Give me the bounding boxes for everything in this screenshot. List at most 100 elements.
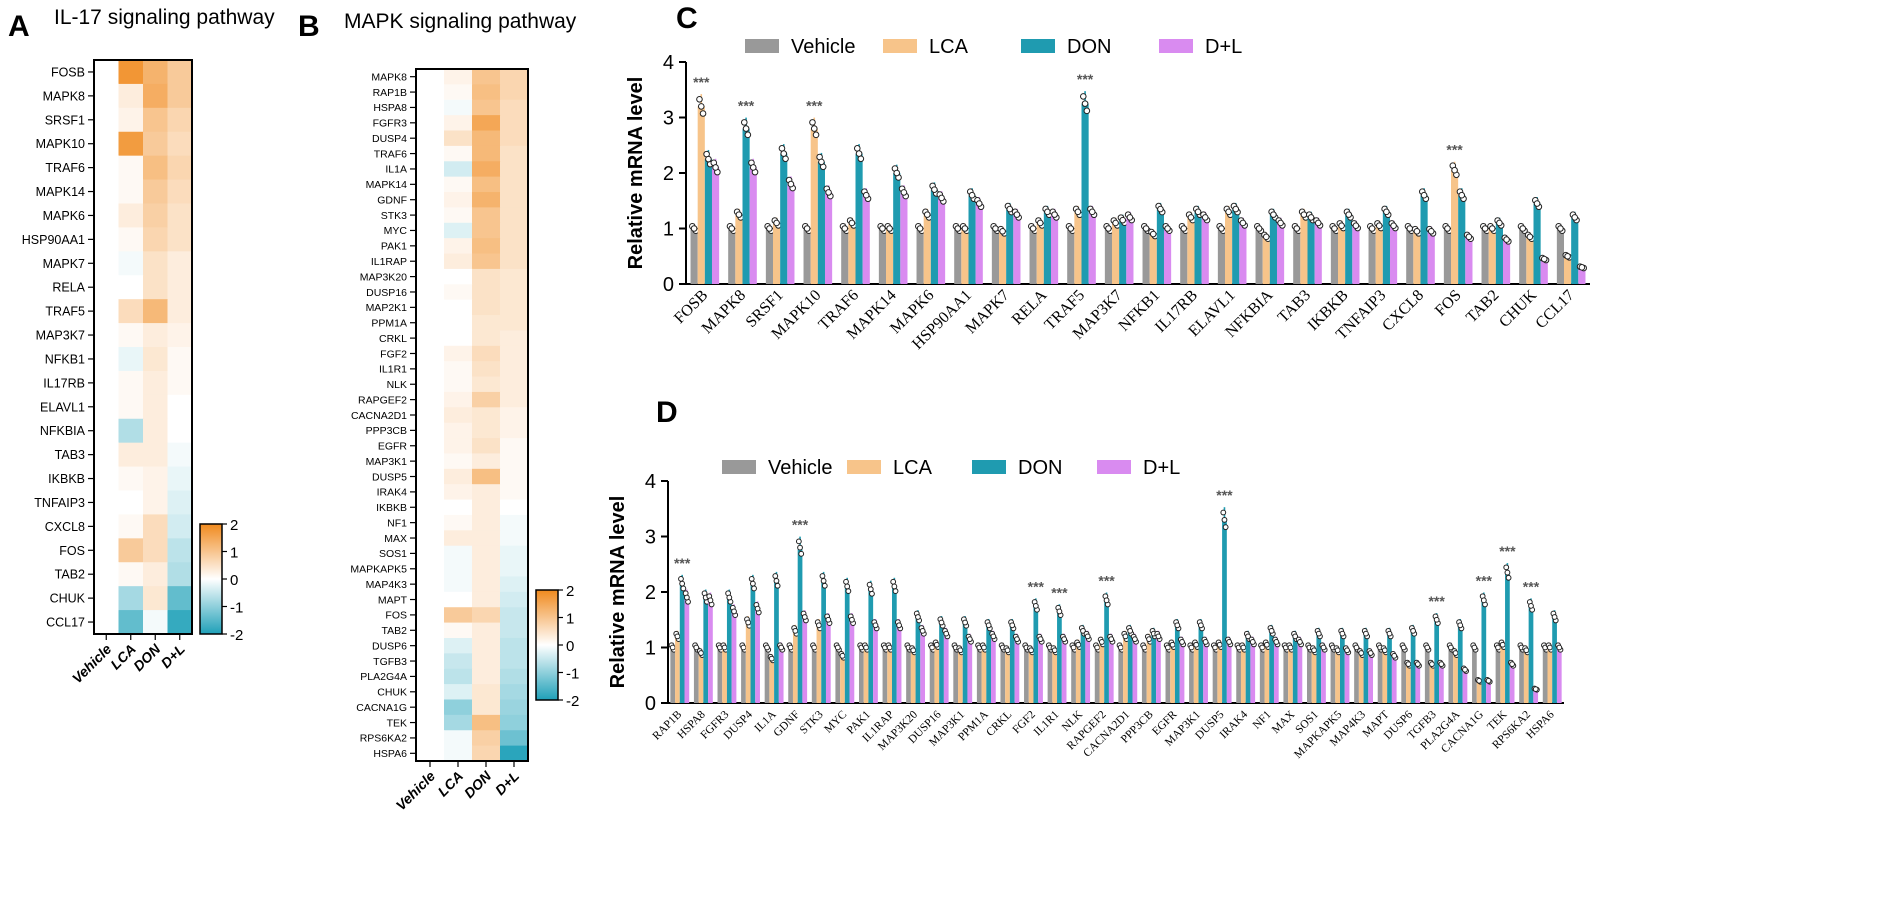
bar-chart-d-point — [679, 580, 686, 587]
heatmap-a-cell — [118, 514, 144, 539]
bar-chart-d-bar — [1094, 647, 1100, 703]
heatmap-b-row-label: CACNA1G — [356, 702, 407, 714]
heatmap-b-cell — [416, 530, 445, 547]
bar-chart-d-bar — [1123, 636, 1128, 703]
heatmap-b-cell — [472, 745, 501, 762]
heatmap-a-cell — [143, 60, 168, 85]
bar-chart-d-bar — [1486, 680, 1491, 703]
heatmap-a-cell — [118, 83, 144, 109]
bar-chart-c-point — [1044, 208, 1051, 216]
heatmap-b-cell — [444, 499, 473, 516]
bar-chart-d-bar — [868, 589, 874, 703]
heatmap-a-cell — [143, 179, 168, 204]
bar-chart-d-point — [1221, 516, 1228, 523]
bar-chart-d-point — [962, 619, 968, 626]
bar-chart-c-bar — [1406, 228, 1414, 284]
bar-chart-c-point — [1262, 233, 1270, 241]
bar-chart-d-point — [1141, 644, 1148, 651]
bar-chart-c-bar — [1112, 222, 1120, 284]
heatmap-b-cell — [416, 284, 445, 301]
bar-chart-d-bar — [1127, 630, 1133, 703]
bar-chart-d-bar — [1269, 630, 1274, 703]
bar-chart-c-point — [999, 227, 1006, 235]
bar-chart-d-point — [891, 583, 898, 590]
bar-chart-d-point — [1358, 650, 1365, 656]
bar-chart-c-point — [1232, 205, 1240, 213]
heatmap-b-row-label: RAP1B — [373, 87, 407, 99]
bar-chart-d-bar — [958, 650, 963, 703]
heatmap-a-cell — [143, 370, 168, 396]
bar-chart-d-point — [707, 597, 714, 604]
heatmap-b: MAPK8 RAP1B HSPA8 FGFR3 DUSP4 TRAF6 IL1A MAPK14… — [350, 68, 579, 813]
bar-chart-c-point — [825, 189, 832, 196]
heatmap-b-row-label: RAPGEF2 — [358, 394, 407, 406]
bar-chart-c-legend-swatch — [883, 39, 917, 53]
heatmap-b-row-label: DUSP6 — [372, 640, 407, 652]
bar-chart-d-point — [844, 583, 851, 590]
heatmap-b-cell — [416, 391, 445, 408]
heatmap-a-cell — [143, 107, 168, 133]
bar-chart-c-bar — [697, 106, 705, 285]
bar-chart-d-bar — [788, 647, 793, 703]
bar-chart-c-bar — [1043, 211, 1051, 284]
bar-chart-c-bar — [930, 189, 938, 284]
heatmap-b-cell — [444, 653, 473, 670]
heatmap-b-cell — [500, 361, 529, 378]
bar-chart-d-bar — [873, 625, 878, 703]
bar-chart-d-bar — [1038, 639, 1043, 703]
heatmap-a-cell — [94, 131, 119, 157]
bar-chart-c-point — [1036, 219, 1044, 227]
heatmap-b-cell — [444, 99, 473, 116]
bar-chart-d-point — [943, 630, 950, 637]
heatmap-b-cell — [416, 699, 445, 716]
heatmap-b-cell — [472, 668, 501, 685]
bar-chart-d-bar — [1297, 641, 1303, 703]
bar-chart-c-point — [1119, 216, 1127, 224]
heatmap-b-row-label: HSPA8 — [373, 102, 407, 114]
heatmap-a-cell — [143, 203, 168, 228]
bar-chart-d-bar — [1165, 647, 1171, 703]
heatmap-a: FOSB MAPK8 SRSF1 MAPK10 TRAF6 MAPK14 MAPK6 HSP9… — [22, 59, 243, 686]
bar-chart-d-point — [1410, 627, 1416, 634]
heatmap-a-cell — [118, 586, 144, 611]
heatmap-a-cell — [94, 442, 119, 468]
bar-chart-d-bar — [750, 583, 756, 703]
heatmap-b-cell — [500, 407, 529, 424]
bar-chart-c-point — [740, 119, 748, 126]
heatmap-b-row-label: NF1 — [387, 517, 407, 529]
bar-chart-d-point — [792, 627, 799, 634]
heatmap-b-cell — [416, 238, 445, 255]
heatmap-b-cell — [500, 115, 529, 132]
heatmap-b-cell — [416, 192, 445, 208]
heatmap-b-cell — [472, 391, 501, 408]
bar-chart-d-bar — [802, 616, 808, 703]
bar-chart-c-bar — [1255, 228, 1263, 284]
bar-chart-c-bar — [1578, 267, 1586, 284]
heatmap-b-cell — [444, 622, 473, 639]
bar-chart-c-significance: *** — [806, 98, 823, 114]
bar-chart-c-point — [1239, 219, 1247, 227]
heatmap-a-row-label: TAB2 — [55, 568, 85, 582]
heatmap-a-cell — [143, 562, 168, 587]
bar-chart-d-bar — [1406, 664, 1411, 703]
bar-chart-d-point — [1532, 686, 1539, 693]
bar-chart-d-point — [1122, 633, 1129, 640]
heatmap-b-cell — [472, 238, 501, 255]
bar-chart-d-point — [1028, 647, 1035, 654]
bar-chart-d-point — [1131, 636, 1138, 643]
bar-chart-d-point — [698, 650, 704, 656]
heatmap-b-cell — [416, 299, 445, 316]
bar-chart-c-point — [1465, 233, 1473, 241]
heatmap-a-cell — [167, 323, 193, 348]
heatmap-b-cell — [444, 330, 473, 347]
bar-chart-d-point — [1240, 644, 1247, 651]
bar-chart-c-bar — [1232, 209, 1240, 284]
heatmap-b-cell — [472, 468, 501, 485]
bar-chart-d-point — [869, 590, 875, 597]
bar-chart-d-point — [1249, 639, 1256, 645]
bar-chart-c-point — [954, 225, 962, 232]
bar-chart-d-bar — [1505, 572, 1510, 703]
bar-chart-c-point — [1112, 219, 1119, 227]
bar-chart-d-point — [1471, 644, 1478, 651]
bar-chart-c-point — [1375, 222, 1383, 230]
